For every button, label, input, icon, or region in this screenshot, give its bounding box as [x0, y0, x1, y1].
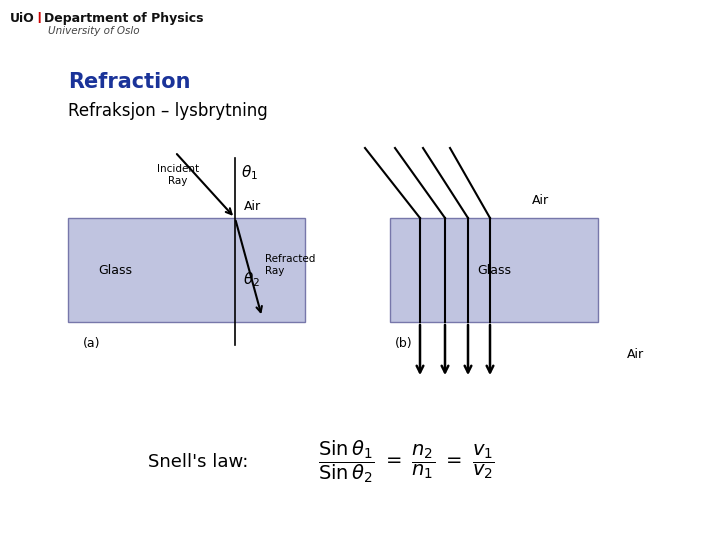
- Bar: [390, 218, 598, 322]
- Text: Air: Air: [531, 193, 549, 206]
- Text: $\dfrac{\mathrm{Sin}\,\theta_1}{\mathrm{Sin}\,\theta_2}$$\ =\ \dfrac{n_2}{n_1}\ : $\dfrac{\mathrm{Sin}\,\theta_1}{\mathrm{…: [318, 438, 495, 485]
- Text: Glass: Glass: [98, 264, 132, 276]
- Text: (b): (b): [395, 337, 413, 350]
- Text: Refraksjon – lysbrytning: Refraksjon – lysbrytning: [68, 102, 268, 120]
- Text: Incident
Ray: Incident Ray: [157, 164, 199, 186]
- Text: Air: Air: [626, 348, 644, 361]
- Text: (a): (a): [83, 337, 101, 350]
- Text: Department of Physics: Department of Physics: [44, 12, 204, 25]
- Text: $\theta_1$: $\theta_1$: [241, 164, 258, 183]
- Text: Air: Air: [243, 200, 261, 213]
- Text: University of Oslo: University of Oslo: [48, 26, 140, 36]
- Text: Glass: Glass: [477, 264, 511, 276]
- Bar: [68, 218, 305, 322]
- Text: Snell's law:: Snell's law:: [148, 453, 248, 471]
- Text: UiO: UiO: [10, 12, 35, 25]
- Text: Refraction: Refraction: [68, 72, 191, 92]
- Text: ❙: ❙: [34, 12, 43, 23]
- Text: $\theta_2$: $\theta_2$: [243, 271, 260, 289]
- Text: Refracted
Ray: Refracted Ray: [265, 254, 315, 276]
